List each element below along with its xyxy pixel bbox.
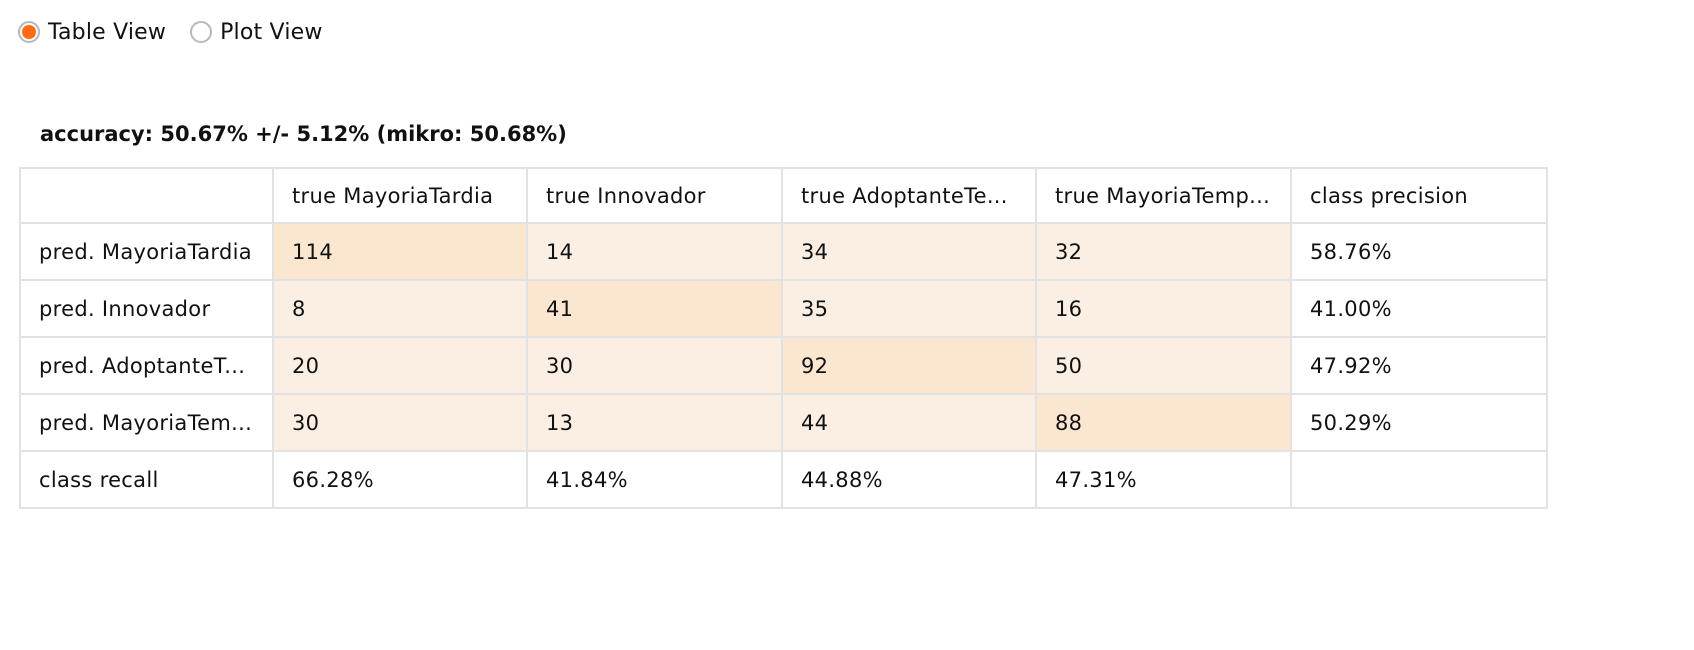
table-row: pred. MayoriaTardia 114 14 34 32 58.76% (19, 222, 1548, 281)
matrix-cell: 50 (1035, 336, 1292, 395)
row-header: class recall (19, 450, 274, 509)
table-view-label: Table View (48, 19, 167, 45)
class-recall-cell: 66.28% (272, 450, 528, 509)
radio-selected-icon (18, 21, 40, 43)
row-header: pred. MayoriaTardia (19, 222, 274, 281)
column-header: true MayoriaTemp... (1035, 167, 1292, 224)
matrix-cell: 20 (272, 336, 528, 395)
class-recall-cell (1290, 450, 1548, 509)
matrix-cell: 8 (272, 279, 528, 338)
header-row: true MayoriaTardia true Innovador true Ado… (19, 167, 1548, 224)
column-header: true Innovador (526, 167, 783, 224)
recall-row: class recall 66.28% 41.84% 44.88% 47.31% (19, 450, 1548, 509)
radio-dot (194, 25, 208, 39)
radio-unselected-icon (190, 21, 213, 43)
class-recall-cell: 44.88% (781, 450, 1037, 509)
matrix-cell: 16 (1035, 279, 1292, 338)
matrix-cell: 30 (272, 393, 528, 452)
matrix-cell: 114 (272, 222, 528, 281)
matrix-cell: 34 (781, 222, 1037, 281)
table-row: pred. AdoptanteT... 20 30 92 50 47.92% (19, 336, 1548, 395)
confusion-matrix-table: true MayoriaTardia true Innovador true Ado… (19, 167, 1548, 509)
matrix-cell: 32 (1035, 222, 1292, 281)
row-header: pred. Innovador (19, 279, 274, 338)
matrix-cell: 35 (781, 279, 1037, 338)
matrix-cell: 44 (781, 393, 1037, 452)
column-header: class precision (1290, 167, 1548, 224)
column-header: true MayoriaTardia (272, 167, 528, 224)
corner-cell (19, 167, 274, 224)
class-precision-cell: 58.76% (1290, 222, 1548, 281)
matrix-cell: 92 (781, 336, 1037, 395)
class-recall-cell: 41.84% (526, 450, 783, 509)
matrix-cell: 88 (1035, 393, 1292, 452)
table-view-radio[interactable]: Table View (18, 20, 166, 45)
class-precision-cell: 47.92% (1290, 336, 1548, 395)
matrix-cell: 13 (526, 393, 783, 452)
table-row: pred. MayoriaTem... 30 13 44 88 50.29% (19, 393, 1548, 452)
plot-view-label: Plot View (220, 19, 323, 45)
matrix-cell: 30 (526, 336, 783, 395)
matrix-cell: 41 (526, 279, 783, 338)
radio-dot (22, 25, 36, 39)
plot-view-radio[interactable]: Plot View (190, 20, 322, 45)
class-recall-cell: 47.31% (1035, 450, 1292, 509)
matrix-cell: 14 (526, 222, 783, 281)
column-header: true AdoptanteTe... (781, 167, 1037, 224)
class-precision-cell: 50.29% (1290, 393, 1548, 452)
table-row: pred. Innovador 8 41 35 16 41.00% (19, 279, 1548, 338)
row-header: pred. MayoriaTem... (19, 393, 274, 452)
accuracy-summary: accuracy: 50.67% +/- 5.12% (mikro: 50.68… (40, 122, 567, 146)
row-header: pred. AdoptanteT... (19, 336, 274, 395)
view-toggle: Table View Plot View (18, 18, 347, 46)
class-precision-cell: 41.00% (1290, 279, 1548, 338)
